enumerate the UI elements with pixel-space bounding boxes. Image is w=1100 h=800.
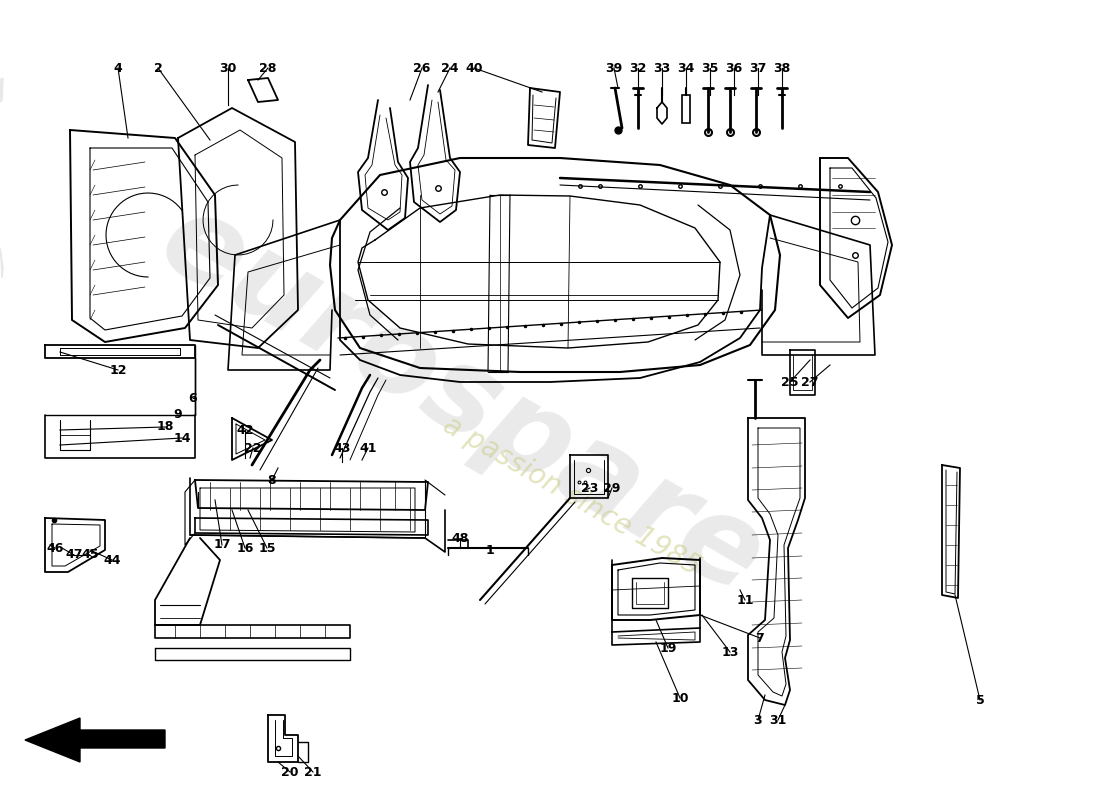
Text: 8: 8 — [267, 474, 276, 486]
Text: 29: 29 — [603, 482, 620, 494]
Text: 9: 9 — [174, 409, 183, 422]
Text: 5: 5 — [976, 694, 984, 706]
Text: 41: 41 — [360, 442, 376, 454]
Text: 12: 12 — [109, 363, 126, 377]
Text: 21: 21 — [305, 766, 321, 778]
Text: 43: 43 — [333, 442, 351, 454]
Text: 31: 31 — [769, 714, 786, 726]
Text: 48: 48 — [451, 531, 469, 545]
Text: 38: 38 — [773, 62, 791, 74]
Polygon shape — [25, 718, 165, 762]
Text: 15: 15 — [258, 542, 276, 554]
Text: 33: 33 — [653, 62, 671, 74]
Text: 24: 24 — [441, 62, 459, 74]
Text: a passion since 1985: a passion since 1985 — [439, 410, 705, 582]
Text: 18: 18 — [156, 421, 174, 434]
Text: 2: 2 — [154, 62, 163, 74]
Text: 28: 28 — [260, 62, 277, 74]
Polygon shape — [0, 248, 3, 278]
Text: 44: 44 — [103, 554, 121, 566]
Text: 11: 11 — [736, 594, 754, 606]
Text: 47: 47 — [65, 549, 82, 562]
Text: 42: 42 — [236, 423, 254, 437]
Text: 7: 7 — [756, 631, 764, 645]
Text: eurospare: eurospare — [141, 182, 783, 618]
Text: 26: 26 — [414, 62, 431, 74]
Text: 14: 14 — [174, 431, 190, 445]
Text: 32: 32 — [629, 62, 647, 74]
Text: 10: 10 — [671, 691, 689, 705]
Text: 34: 34 — [678, 62, 695, 74]
Text: 16: 16 — [236, 542, 254, 554]
Text: 25: 25 — [781, 375, 799, 389]
Polygon shape — [0, 78, 3, 102]
Text: 3: 3 — [754, 714, 762, 726]
Text: 23: 23 — [581, 482, 598, 494]
Text: 35: 35 — [702, 62, 718, 74]
Text: 40: 40 — [465, 62, 483, 74]
Text: 45: 45 — [81, 549, 99, 562]
Bar — [682, 95, 690, 123]
Text: 19: 19 — [659, 642, 676, 654]
Text: 37: 37 — [749, 62, 767, 74]
Text: 46: 46 — [46, 542, 64, 554]
Text: 30: 30 — [219, 62, 236, 74]
Text: 27: 27 — [801, 375, 818, 389]
Text: 6: 6 — [189, 391, 197, 405]
Text: 1: 1 — [485, 543, 494, 557]
Text: 13: 13 — [722, 646, 739, 658]
Text: 20: 20 — [282, 766, 299, 778]
Text: 39: 39 — [605, 62, 623, 74]
Text: 4: 4 — [113, 62, 122, 74]
Text: 36: 36 — [725, 62, 742, 74]
Text: 22: 22 — [244, 442, 262, 454]
Text: 17: 17 — [213, 538, 231, 551]
